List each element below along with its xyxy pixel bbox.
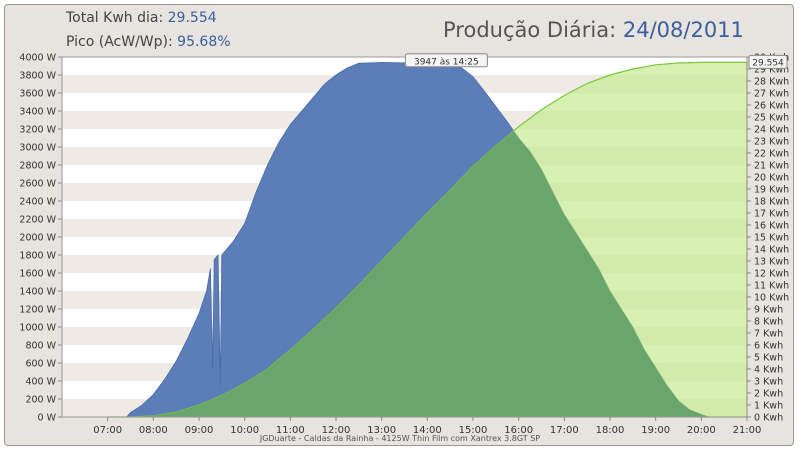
x-tick-label: 18:00: [596, 425, 625, 436]
y-right-tick-label: 25 Kwh: [754, 113, 789, 124]
y-right-tick-label: 12 Kwh: [754, 269, 789, 280]
y-right-tick-label: 19 Kwh: [754, 185, 789, 196]
y-left-tick-label: 2600 W: [19, 179, 56, 190]
chart-footer: JGDuarte - Caldas da Rainha - 4125W Thin…: [259, 434, 541, 443]
peak-value: 95.68%: [177, 34, 231, 50]
x-tick-label: 17:00: [550, 425, 579, 436]
total-kwh-stat: Total Kwh dia: 29.554: [66, 10, 217, 26]
y-right-tick-label: 3 Kwh: [754, 377, 783, 388]
x-tick-label: 11:00: [276, 425, 305, 436]
y-left-tick-label: 4000 W: [19, 53, 56, 64]
total-kwh-value: 29.554: [167, 10, 217, 26]
peak-stat: Pico (AcW/Wp): 95.68%: [66, 34, 231, 50]
y-left-tick-label: 2400 W: [19, 197, 56, 208]
y-right-tick-label: 6 Kwh: [754, 341, 783, 352]
y-left-tick-label: 2000 W: [19, 233, 56, 244]
y-right-tick-label: 14 Kwh: [754, 245, 789, 256]
y-right-tick-label: 10 Kwh: [754, 293, 789, 304]
y-left-tick-label: 800 W: [25, 341, 56, 352]
y-left-tick-label: 1800 W: [19, 251, 56, 262]
y-left-tick-label: 3400 W: [19, 107, 56, 118]
y-right-tick-label: 8 Kwh: [754, 317, 783, 328]
y-left-tick-label: 1400 W: [19, 287, 56, 298]
y-right-tick-label: 29 Kwh: [754, 65, 789, 76]
x-tick-label: 13:00: [367, 425, 396, 436]
chart-title-date: 24/08/2011: [622, 18, 744, 42]
y-right-tick-label: 16 Kwh: [754, 221, 789, 232]
y-right-tick-label: 1 Kwh: [754, 401, 783, 412]
x-tick-label: 16:00: [504, 425, 533, 436]
y-right-tick-label: 0 Kwh: [754, 413, 783, 424]
x-tick-label: 12:00: [322, 425, 351, 436]
x-tick-label: 21:00: [733, 425, 762, 436]
chart-title: Produção Diária: 24/08/2011: [443, 18, 744, 42]
y-right-tick-label: 26 Kwh: [754, 101, 789, 112]
y-right-tick-label: 24 Kwh: [754, 125, 789, 136]
y-left-tick-label: 0 W: [38, 413, 57, 424]
y-right-tick-label: 5 Kwh: [754, 353, 783, 364]
x-tick-label: 07:00: [93, 425, 122, 436]
peak-label: Pico (AcW/Wp):: [66, 34, 173, 50]
y-left-tick-label: 1200 W: [19, 305, 56, 316]
y-left-tick-label: 2200 W: [19, 215, 56, 226]
y-left-tick-label: 3000 W: [19, 143, 56, 154]
y-right-tick-label: 27 Kwh: [754, 89, 789, 100]
y-left-tick-label: 200 W: [25, 395, 56, 406]
y-left-tick-label: 3600 W: [19, 89, 56, 100]
y-right-tick-label: 20 Kwh: [754, 173, 789, 184]
y-right-tick-label: 28 Kwh: [754, 77, 789, 88]
total-annotation: 29.554: [752, 58, 784, 68]
x-tick-label: 19:00: [641, 425, 670, 436]
total-kwh-label: Total Kwh dia:: [66, 10, 164, 26]
x-tick-label: 20:00: [687, 425, 716, 436]
total-annotation-box: [748, 54, 788, 69]
y-left-tick-label: 3800 W: [19, 71, 56, 82]
y-right-tick-label: 7 Kwh: [754, 329, 783, 340]
y-right-tick-label: 17 Kwh: [754, 209, 789, 220]
x-tick-label: 10:00: [230, 425, 259, 436]
y-right-tick-label: 13 Kwh: [754, 257, 789, 268]
peak-annotation-box: [404, 53, 488, 68]
y-right-tick-label: 11 Kwh: [754, 281, 789, 292]
y-left-tick-label: 400 W: [25, 377, 56, 388]
chart-title-text: Produção Diária:: [443, 18, 617, 42]
y-left-tick-label: 600 W: [25, 359, 56, 370]
y-left-tick-label: 1000 W: [19, 323, 56, 334]
y-right-tick-label: 15 Kwh: [754, 233, 789, 244]
y-right-tick-label: 4 Kwh: [754, 365, 783, 376]
y-left-tick-label: 3200 W: [19, 125, 56, 136]
y-right-tick-label: 22 Kwh: [754, 149, 789, 160]
peak-annotation: 3947 às 14:25: [414, 57, 479, 67]
y-right-tick-label: 18 Kwh: [754, 197, 789, 208]
y-left-tick-label: 2800 W: [19, 161, 56, 172]
y-right-tick-label: 23 Kwh: [754, 137, 789, 148]
y-left-tick-label: 1600 W: [19, 269, 56, 280]
y-right-tick-label: 2 Kwh: [754, 389, 783, 400]
y-right-tick-label: 21 Kwh: [754, 161, 789, 172]
x-tick-label: 09:00: [185, 425, 214, 436]
y-right-tick-label: 9 Kwh: [754, 305, 783, 316]
x-tick-label: 15:00: [459, 425, 488, 436]
x-tick-label: 14:00: [413, 425, 442, 436]
x-tick-label: 08:00: [139, 425, 168, 436]
